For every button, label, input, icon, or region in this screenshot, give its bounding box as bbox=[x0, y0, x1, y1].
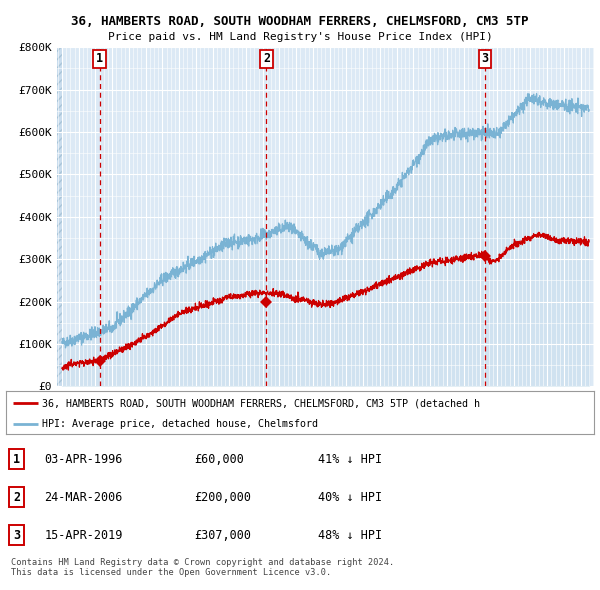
Text: 3: 3 bbox=[13, 529, 20, 542]
Text: 41% ↓ HPI: 41% ↓ HPI bbox=[317, 453, 382, 466]
Text: £200,000: £200,000 bbox=[194, 490, 251, 504]
Text: 1: 1 bbox=[13, 453, 20, 466]
Text: 15-APR-2019: 15-APR-2019 bbox=[44, 529, 122, 542]
Text: 36, HAMBERTS ROAD, SOUTH WOODHAM FERRERS, CHELMSFORD, CM3 5TP (detached h: 36, HAMBERTS ROAD, SOUTH WOODHAM FERRERS… bbox=[43, 398, 481, 408]
Text: 48% ↓ HPI: 48% ↓ HPI bbox=[317, 529, 382, 542]
Text: HPI: Average price, detached house, Chelmsford: HPI: Average price, detached house, Chel… bbox=[43, 419, 319, 430]
Text: 03-APR-1996: 03-APR-1996 bbox=[44, 453, 122, 466]
Text: Contains HM Land Registry data © Crown copyright and database right 2024.
This d: Contains HM Land Registry data © Crown c… bbox=[11, 558, 394, 577]
Text: 2: 2 bbox=[263, 53, 270, 65]
Text: 1: 1 bbox=[96, 53, 103, 65]
Bar bbox=[57, 47, 62, 386]
Text: £307,000: £307,000 bbox=[194, 529, 251, 542]
Text: £60,000: £60,000 bbox=[194, 453, 244, 466]
Text: 40% ↓ HPI: 40% ↓ HPI bbox=[317, 490, 382, 504]
Text: Price paid vs. HM Land Registry's House Price Index (HPI): Price paid vs. HM Land Registry's House … bbox=[107, 32, 493, 42]
Text: 36, HAMBERTS ROAD, SOUTH WOODHAM FERRERS, CHELMSFORD, CM3 5TP: 36, HAMBERTS ROAD, SOUTH WOODHAM FERRERS… bbox=[71, 15, 529, 28]
Text: 3: 3 bbox=[482, 53, 488, 65]
Text: 24-MAR-2006: 24-MAR-2006 bbox=[44, 490, 122, 504]
Text: 2: 2 bbox=[13, 490, 20, 504]
